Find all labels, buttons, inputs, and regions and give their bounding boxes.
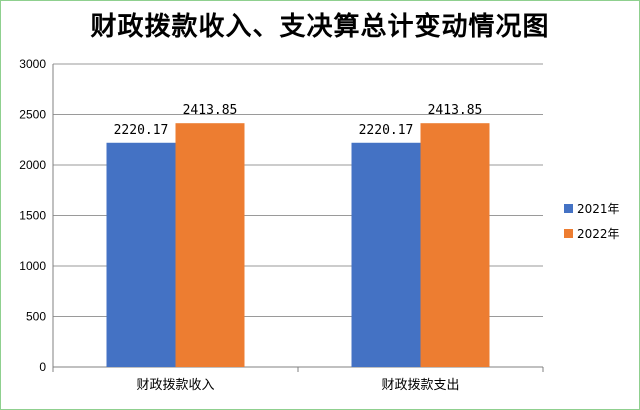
y-tick-label: 1500 [19,209,46,223]
y-tick-label: 500 [26,310,46,324]
y-tick-label: 3000 [19,57,46,71]
y-tick-label: 1000 [19,259,46,273]
legend-swatch [564,204,573,213]
x-tick-label: 财政拨款支出 [381,378,459,393]
y-tick-label: 2000 [19,158,46,172]
bar [175,123,245,368]
legend-swatch [564,229,573,238]
chart-title: 财政拨款收入、支决算总计变动情况图 [90,12,550,42]
bar [351,142,421,367]
y-tick-label: 2500 [19,108,46,122]
legend-label: 2022年 [577,227,620,241]
data-label: 2220.17 [359,123,414,138]
data-label: 2413.85 [428,103,483,118]
legend-label: 2021年 [577,202,620,216]
data-label: 2220.17 [114,123,169,138]
y-tick-label: 0 [39,360,46,374]
bar [106,142,176,367]
data-label: 2413.85 [183,103,238,118]
x-tick-label: 财政拨款收入 [136,378,214,393]
bar [420,123,490,368]
